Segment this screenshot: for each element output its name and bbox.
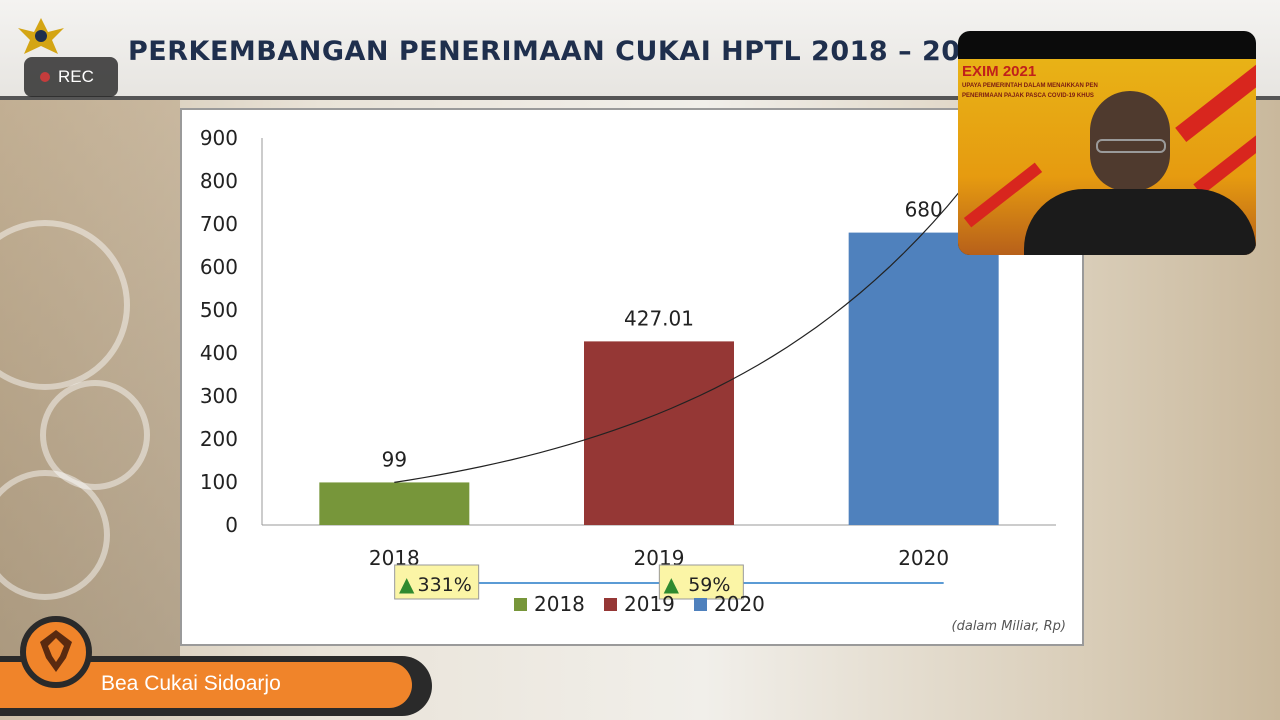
- x-tick-label: 2020: [898, 546, 949, 570]
- legend-swatch: [604, 598, 617, 611]
- ornament-swirl: [0, 470, 110, 600]
- legend-swatch: [694, 598, 707, 611]
- revenue-bar-chart: 0 100 200 300 400 500 600 700 800 900 99 2018 427.01…: [200, 126, 1056, 616]
- y-tick-label: 900: [200, 126, 238, 150]
- slide-title: PERKEMBANGAN PENERIMAAN CUKAI HPTL 2018 …: [128, 36, 1000, 67]
- up-arrow-icon: ▲: [664, 572, 680, 596]
- y-tick-label: 300: [200, 384, 238, 408]
- customs-logo-icon: [18, 18, 64, 54]
- y-tick-label: 600: [200, 255, 238, 279]
- presenter-webcam: EXIM 2021 UPAYA PEMERINTAH DALAM MENAIKK…: [958, 31, 1256, 255]
- record-dot-icon: [40, 72, 50, 82]
- y-tick-label: 0: [225, 513, 238, 537]
- banner-stripe: [1175, 53, 1256, 143]
- event-subtitle: UPAYA PEMERINTAH DALAM MENAIKKAN PEN: [962, 83, 1098, 89]
- banner-stripe: [963, 162, 1043, 228]
- trend-line: [394, 170, 978, 483]
- glasses-icon: [1096, 139, 1166, 153]
- growth-badge: ▲ 331%: [394, 564, 480, 600]
- footer-banner: Bea Cukai Sidoarjo: [0, 610, 432, 720]
- event-subtitle: PENERIMAAN PAJAK PASCA COVID-19 KHUS: [962, 93, 1094, 99]
- event-title: EXIM 2021: [962, 63, 1037, 80]
- bar-value-label: 99: [382, 447, 407, 471]
- bar-2018: [319, 482, 470, 525]
- presenter-uniform: [1024, 189, 1256, 255]
- y-tick-label: 500: [200, 298, 238, 322]
- recording-indicator: REC: [24, 57, 118, 97]
- presenter-face: [1090, 91, 1170, 191]
- growth-badge: ▲ 59%: [658, 564, 744, 600]
- up-arrow-icon: ▲: [399, 572, 415, 596]
- chart-panel: 0 100 200 300 400 500 600 700 800 900 99 2018 427.01…: [180, 108, 1084, 646]
- footer-label: Bea Cukai Sidoarjo: [101, 672, 281, 695]
- unit-note: (dalam Miliar, Rp): [951, 619, 1066, 634]
- ornament-swirl: [40, 380, 150, 490]
- y-tick-label: 700: [200, 212, 238, 236]
- legend-label: 2020: [714, 592, 765, 616]
- y-tick-label: 400: [200, 341, 238, 365]
- wayang-icon: [40, 630, 72, 672]
- legend-label: 2019: [624, 592, 675, 616]
- growth-percent-label: 59%: [688, 574, 730, 596]
- bar-2019: [584, 341, 734, 525]
- legend-label: 2018: [534, 592, 585, 616]
- wayang-logo-icon: [20, 616, 92, 688]
- recording-label: REC: [58, 67, 94, 86]
- bar-value-label: 680: [905, 198, 943, 222]
- y-tick-label: 200: [200, 427, 238, 451]
- webcam-background: EXIM 2021 UPAYA PEMERINTAH DALAM MENAIKK…: [958, 53, 1256, 255]
- ornament-swirl: [0, 220, 130, 390]
- bar-value-label: 427.01: [624, 306, 694, 330]
- y-tick-label: 800: [200, 169, 238, 193]
- legend-swatch: [514, 598, 527, 611]
- growth-percent-label: 331%: [418, 574, 472, 596]
- y-tick-label: 100: [200, 470, 238, 494]
- bar-2020: [848, 232, 999, 525]
